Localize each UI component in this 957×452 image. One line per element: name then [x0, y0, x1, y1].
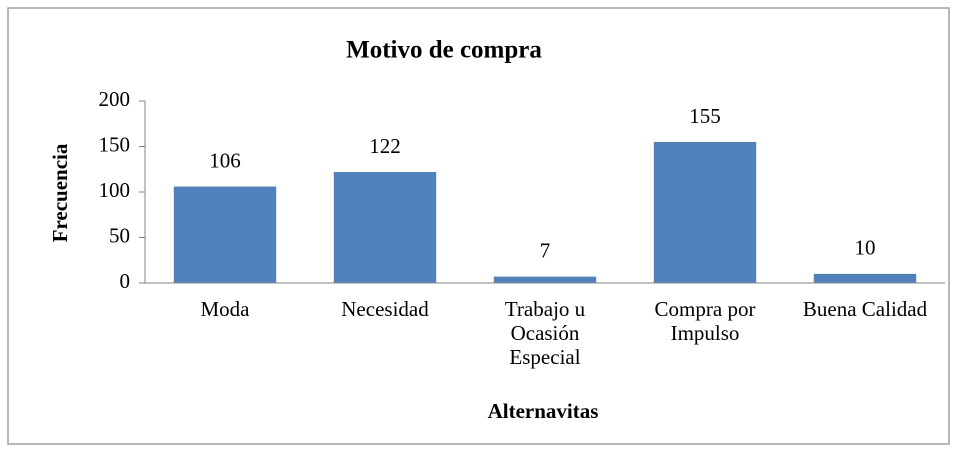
- x-tick-label-box: Moda: [200, 297, 250, 321]
- chart-title: Motivo de compra: [346, 37, 542, 64]
- data-label: 10: [855, 236, 876, 260]
- bar: [813, 273, 917, 283]
- x-tick-label: Moda: [200, 297, 250, 321]
- y-tick-label: 0: [120, 269, 131, 293]
- data-label: 155: [689, 104, 721, 128]
- y-axis-title: Frecuencia: [48, 143, 72, 242]
- data-label: 7: [540, 238, 551, 262]
- bar: [173, 186, 277, 283]
- x-tick-label-box: Necesidad: [341, 297, 429, 321]
- y-tick-label: 50: [109, 223, 130, 247]
- data-label: 122: [369, 134, 401, 158]
- x-tick-label: Trabajo u Ocasión Especial: [504, 297, 586, 369]
- x-tick-label: Necesidad: [341, 297, 429, 321]
- bar: [333, 171, 437, 283]
- bar: [653, 141, 757, 283]
- y-tick-label: 150: [99, 132, 131, 156]
- data-label: 106: [209, 148, 241, 172]
- x-tick-label: Compra por Impulso: [654, 297, 756, 345]
- x-tick-label-box: Trabajo u Ocasión Especial: [504, 297, 586, 369]
- bar: [493, 276, 597, 283]
- x-tick-label-box: Compra por Impulso: [654, 297, 756, 345]
- y-tick-label: 100: [99, 178, 131, 202]
- y-tick-label: 200: [99, 87, 131, 111]
- x-axis-title: Alternavitas: [488, 399, 599, 423]
- x-tick-label: Buena Calidad: [802, 297, 928, 321]
- chart-frame: [7, 7, 950, 445]
- x-tick-label-box: Buena Calidad: [802, 297, 928, 321]
